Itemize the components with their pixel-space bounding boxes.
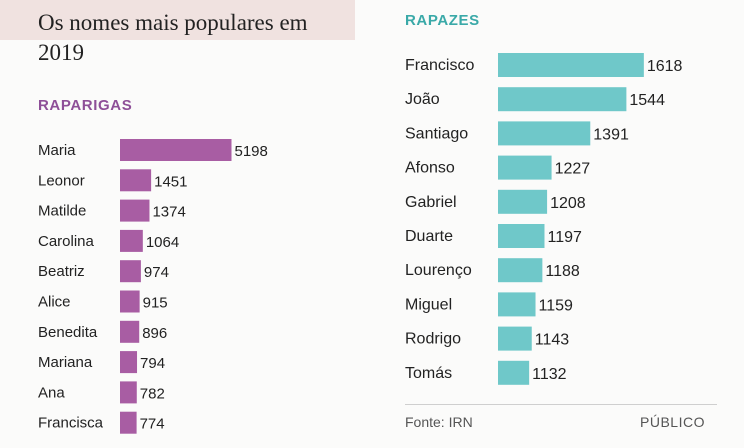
boys-value-label: 1143: [535, 332, 570, 349]
girls-category-label: Matilde: [38, 203, 86, 220]
boys-bar: [498, 189, 548, 214]
girls-value-label: 974: [144, 264, 169, 281]
girls-value-label: 1064: [146, 234, 179, 251]
boys-category-label: Rodrigo: [405, 331, 461, 348]
girls-bar: [120, 381, 137, 404]
boys-category-label: Francisco: [405, 57, 474, 74]
girls-category-label: Carolina: [38, 233, 95, 250]
boys-category-label: Duarte: [405, 228, 453, 245]
girls-category-label: Francisca: [38, 415, 104, 432]
girls-bar: [120, 139, 232, 161]
girls-value-label: 5198: [234, 143, 267, 160]
girls-bar: [120, 411, 137, 434]
girls-bar: [120, 351, 138, 374]
boys-value-label: 1188: [545, 263, 580, 280]
girls-bar: [120, 290, 140, 313]
girls-bar: [120, 260, 141, 283]
girls-category-label: Mariana: [38, 354, 93, 371]
boys-value-label: 1132: [532, 366, 567, 383]
girls-group-title: RAPARIGAS: [38, 97, 133, 114]
girls-category-label: Alice: [38, 294, 71, 311]
boys-value-label: 1391: [593, 126, 629, 143]
girls-category-label: Beatriz: [38, 263, 85, 280]
boys-category-label: Gabriel: [405, 194, 457, 211]
girls-value-label: 1374: [152, 204, 185, 221]
footer-divider: [405, 404, 717, 405]
boys-value-label: 1208: [550, 195, 586, 212]
boys-category-label: Tomás: [405, 365, 452, 382]
boys-bar: [498, 258, 543, 283]
boys-category-label: Miguel: [405, 296, 452, 313]
girls-value-label: 1451: [154, 173, 187, 190]
boys-group-title: RAPAZES: [405, 12, 480, 29]
girls-value-label: 896: [142, 325, 167, 342]
boys-bar: [498, 87, 627, 112]
background-header-bar: [0, 0, 355, 40]
boys-bar: [498, 326, 532, 351]
girls-category-label: Benedita: [38, 324, 98, 341]
boys-bar: [498, 224, 545, 248]
boys-category-label: João: [405, 91, 440, 108]
boys-bar: [498, 53, 644, 77]
boys-bar: [498, 360, 530, 385]
boys-bar: [498, 292, 536, 317]
girls-category-label: Ana: [38, 384, 65, 401]
boys-category-label: Santiago: [405, 125, 468, 142]
girls-value-label: 915: [143, 295, 168, 312]
boys-value-label: 1618: [647, 58, 683, 75]
chart-title: Os nomes mais populares em 2019: [38, 10, 308, 65]
boys-category-label: Afonso: [405, 160, 455, 177]
girls-category-label: Leonor: [38, 172, 85, 189]
girls-category-label: Maria: [38, 142, 76, 159]
girls-bar: [120, 169, 152, 192]
brand-label: PÚBLICO: [640, 414, 705, 430]
boys-bar: [498, 121, 591, 146]
girls-value-label: 774: [140, 416, 165, 433]
girls-value-label: 782: [140, 385, 165, 402]
girls-bar: [120, 320, 140, 343]
boys-value-label: 1197: [547, 229, 582, 246]
boys-category-label: Lourenço: [405, 262, 472, 279]
boys-value-label: 1544: [629, 92, 665, 109]
boys-value-label: 1227: [555, 161, 591, 178]
boys-bar: [498, 155, 552, 180]
girls-value-label: 794: [140, 355, 165, 372]
girls-bar: [120, 229, 143, 252]
boys-value-label: 1159: [539, 297, 574, 314]
girls-bar: [120, 199, 150, 222]
source-label: Fonte: IRN: [405, 414, 473, 430]
